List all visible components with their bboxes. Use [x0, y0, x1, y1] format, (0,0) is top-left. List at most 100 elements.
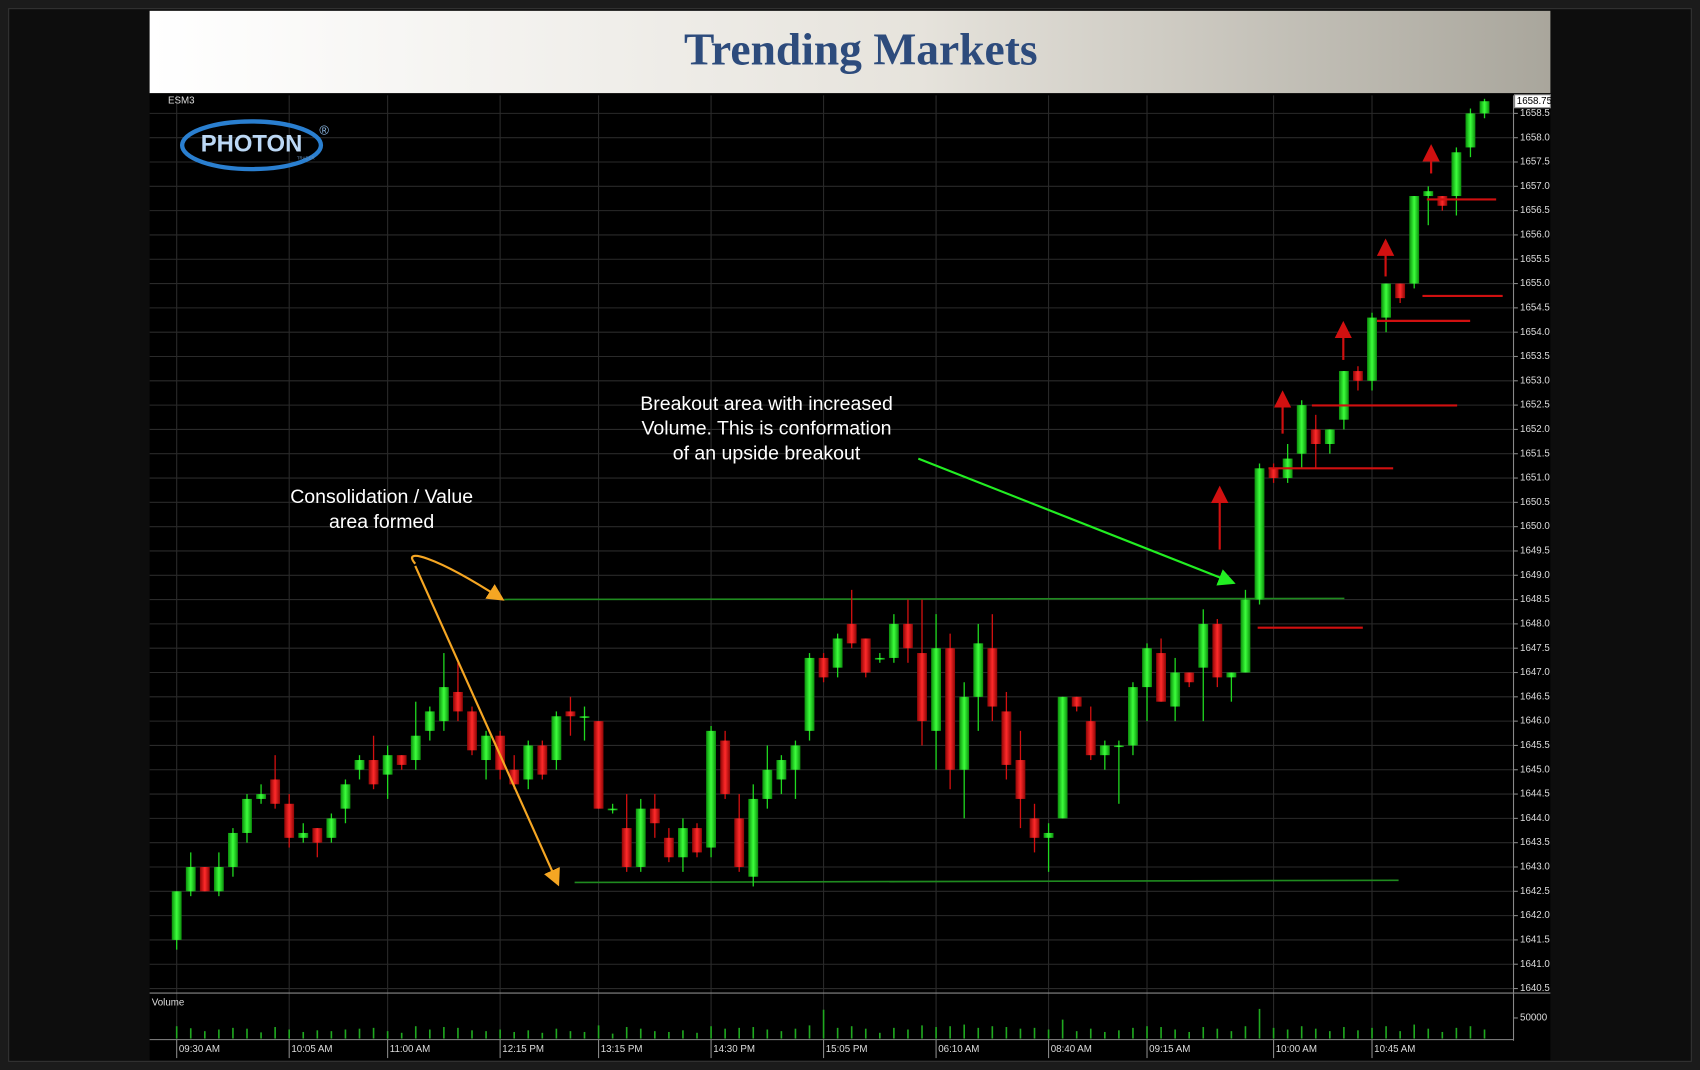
annotation-text: Breakout area with increased	[640, 393, 893, 415]
candle-body	[1113, 745, 1124, 748]
candle-body	[1043, 832, 1054, 838]
y-tick-label: 1649.5	[1520, 546, 1550, 557]
candle-body	[1001, 711, 1012, 765]
candle-body	[579, 716, 590, 718]
y-tick-label: 1644.5	[1520, 789, 1550, 800]
candle-body	[1226, 672, 1237, 678]
candle-body	[326, 818, 337, 838]
candle-body	[424, 711, 435, 731]
candle-body	[270, 779, 281, 804]
y-tick-label: 1650.5	[1520, 497, 1550, 508]
support-line	[574, 879, 1399, 884]
candle-body	[1479, 101, 1490, 114]
candle-body	[1057, 696, 1068, 819]
candle-body	[1395, 283, 1406, 299]
candle-body	[368, 760, 379, 785]
candle-body	[692, 828, 702, 853]
annotation-text: Consolidation / Value	[290, 486, 473, 508]
candle-body	[678, 828, 688, 858]
annotation-arrow	[414, 565, 560, 887]
y-tick-label: 1655.5	[1520, 254, 1550, 265]
candle-body	[1170, 672, 1181, 707]
candle-body	[818, 657, 829, 678]
y-tick-label: 1640.5	[1520, 983, 1550, 994]
candle-body	[706, 730, 716, 848]
candle-body	[1381, 283, 1391, 318]
y-tick-label: 1655.0	[1520, 278, 1550, 289]
candle-body	[987, 648, 998, 707]
candle-body	[509, 769, 520, 785]
y-tick-label: 1651.5	[1520, 448, 1550, 459]
candle-body	[1198, 623, 1209, 668]
y-tick-label: 1645.0	[1520, 764, 1550, 775]
y-tick-label: 1646.0	[1520, 716, 1550, 727]
logo-text: PHOTON	[201, 131, 303, 158]
logo-mark: ®	[319, 123, 329, 138]
x-tick-label: 10:00 AM	[1276, 1044, 1317, 1055]
candle-body	[663, 837, 674, 858]
y-tick-label: 1651.0	[1520, 473, 1550, 484]
candle-body	[1015, 760, 1026, 799]
axes: 1640.5 1641.0 1641.5 1642.0 1642.5 1643.0 1643…	[176, 94, 1553, 1059]
chart-title: Trending Markets	[684, 24, 1038, 75]
y-tick-label: 1653.0	[1520, 375, 1550, 386]
y-tick-label: 1642.5	[1520, 886, 1550, 897]
y-tick-label: 1650.0	[1520, 521, 1550, 532]
candle-body	[1409, 196, 1420, 284]
last-price-label: 1658.75	[1517, 96, 1553, 107]
candle-body	[438, 687, 449, 722]
x-tick-label: 14:30 PM	[713, 1044, 755, 1055]
markers	[1211, 144, 1503, 629]
y-tick-label: 1648.0	[1520, 618, 1550, 629]
candle-body	[565, 711, 576, 717]
x-tick-label: 15:05 PM	[826, 1044, 868, 1055]
candle-body	[635, 808, 646, 867]
candle-body	[1324, 429, 1335, 445]
annotation-text: of an upside breakout	[673, 443, 861, 465]
candle-body	[298, 832, 309, 838]
volume-tick-label: 50000	[1520, 1013, 1548, 1024]
candle-body	[1268, 468, 1279, 479]
x-tick-label: 13:15 PM	[601, 1044, 643, 1055]
y-tick-label: 1646.5	[1520, 691, 1550, 702]
y-tick-label: 1641.0	[1520, 959, 1550, 970]
candle-body	[593, 721, 604, 809]
candle-body	[382, 755, 393, 775]
candle-body	[523, 745, 534, 780]
y-tick-label: 1642.0	[1520, 910, 1550, 921]
y-tick-label: 1647.5	[1520, 643, 1550, 654]
logo-sub: TRADER	[297, 155, 315, 160]
candle-body	[607, 808, 618, 811]
candle-body	[790, 745, 801, 770]
candle-body	[762, 769, 773, 799]
y-tick-label: 1652.0	[1520, 424, 1550, 435]
y-tick-label: 1658.0	[1520, 132, 1550, 143]
candle-body	[1029, 818, 1040, 838]
candle-body	[453, 691, 463, 712]
candle-body	[1184, 672, 1195, 683]
candle-body	[242, 798, 252, 833]
candle-body	[903, 623, 913, 649]
candle-body	[1296, 405, 1307, 454]
y-tick-label: 1657.0	[1520, 181, 1550, 192]
candle-body	[1338, 371, 1349, 420]
candle-body	[1071, 696, 1082, 707]
x-tick-label: 10:45 AM	[1374, 1044, 1415, 1055]
candle-body	[171, 891, 182, 940]
candle-body	[213, 866, 224, 892]
y-tick-label: 1657.5	[1520, 157, 1550, 168]
candle-body	[888, 623, 899, 658]
candle-body	[354, 760, 365, 770]
candle-body	[621, 828, 632, 867]
candle-body	[1423, 191, 1434, 197]
candle-body	[931, 648, 941, 731]
y-tick-label: 1643.0	[1520, 862, 1550, 873]
candle-body	[467, 711, 477, 751]
candle-body	[1142, 648, 1152, 688]
x-tick-label: 06:10 AM	[938, 1044, 979, 1055]
candle-body	[551, 716, 562, 761]
x-tick-label: 12:15 PM	[502, 1044, 544, 1055]
y-tick-label: 1644.0	[1520, 813, 1550, 824]
